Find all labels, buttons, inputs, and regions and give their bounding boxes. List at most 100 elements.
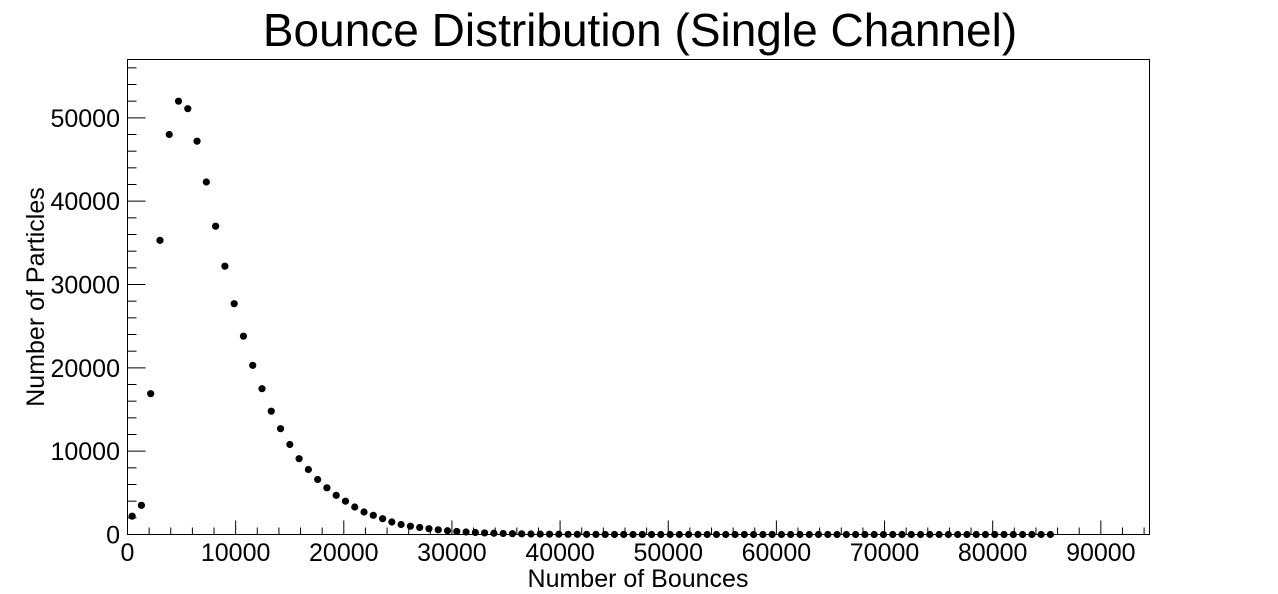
data-point — [221, 262, 229, 270]
data-point — [212, 222, 220, 230]
data-point — [174, 97, 183, 105]
data-point — [1046, 530, 1055, 539]
data-point — [824, 530, 832, 539]
data-point — [184, 105, 192, 113]
data-point — [462, 528, 470, 536]
data-point — [481, 529, 489, 537]
data-point — [1028, 530, 1036, 539]
axis-ticks — [127, 67, 1145, 535]
data-point — [258, 385, 266, 393]
data-point — [1009, 530, 1017, 539]
x-tick-label: 10000 — [201, 539, 271, 567]
data-point — [657, 530, 665, 539]
data-point — [416, 523, 424, 532]
data-point — [889, 530, 897, 539]
plot-frame — [127, 59, 1150, 535]
data-point — [647, 530, 656, 539]
data-point — [787, 530, 795, 539]
data-point — [601, 530, 609, 539]
data-point — [304, 465, 312, 474]
data-point — [147, 390, 155, 398]
data-point — [360, 508, 368, 516]
x-tick-label: 40000 — [525, 539, 595, 567]
data-point — [1018, 530, 1027, 539]
data-point — [137, 501, 146, 509]
data-point — [852, 530, 860, 539]
data-point — [759, 530, 767, 539]
data-point — [202, 178, 210, 186]
data-point — [518, 530, 526, 538]
data-point — [805, 530, 813, 539]
axis-tick-labels: 0 10000 20000 30000 40000 50000 60000 70000 8000… — [50, 105, 1135, 567]
data-point — [629, 530, 637, 539]
y-tick-label: 30000 — [50, 272, 120, 300]
data-point — [434, 526, 442, 534]
data-point — [926, 530, 934, 539]
data-point — [527, 530, 535, 538]
data-point — [332, 491, 340, 499]
data-point — [545, 530, 554, 538]
data-point — [555, 530, 563, 538]
x-tick-label: 0 — [121, 539, 135, 567]
data-point — [777, 530, 786, 539]
data-point — [536, 530, 544, 538]
x-tick-label: 30000 — [417, 539, 487, 567]
data-point — [378, 515, 387, 523]
data-point — [972, 530, 980, 539]
data-point — [249, 361, 257, 369]
x-axis-title: Number of Bounces — [528, 565, 749, 593]
y-tick-label: 10000 — [50, 438, 120, 466]
data-point — [620, 530, 628, 539]
data-point — [694, 530, 702, 539]
data-point — [963, 530, 971, 539]
data-point — [1037, 530, 1045, 539]
data-point — [276, 425, 285, 433]
y-tick-label: 0 — [106, 522, 120, 550]
data-point — [341, 497, 350, 505]
data-point — [583, 530, 591, 538]
data-point — [397, 520, 405, 529]
data-point — [898, 530, 906, 539]
y-tick-label: 40000 — [50, 188, 120, 216]
data-point — [666, 530, 674, 539]
x-tick-label: 20000 — [309, 539, 379, 567]
data-point — [499, 529, 507, 538]
data-point — [564, 530, 572, 538]
data-point — [406, 522, 415, 530]
data-point — [453, 527, 461, 536]
data-point — [128, 512, 136, 520]
data-point — [388, 518, 396, 526]
data-point — [323, 484, 331, 492]
data-point — [814, 530, 823, 539]
data-point — [796, 530, 804, 539]
data-point — [935, 530, 943, 539]
data-point — [267, 407, 275, 415]
data-point — [675, 530, 683, 539]
data-point — [685, 530, 693, 539]
data-point — [286, 440, 294, 449]
data-point — [193, 137, 201, 145]
data-point — [954, 530, 962, 539]
data-point — [425, 525, 433, 533]
data-point — [842, 530, 850, 539]
data-point — [916, 530, 925, 539]
x-tick-label: 50000 — [633, 539, 703, 567]
data-point — [314, 475, 322, 484]
data-point — [369, 511, 377, 519]
data-point — [638, 530, 646, 539]
data-point — [731, 530, 739, 539]
chart-title: Bounce Distribution (Single Channel) — [263, 4, 1017, 56]
data-point — [712, 530, 721, 539]
data-point — [573, 530, 581, 538]
x-tick-label: 90000 — [1066, 539, 1136, 567]
data-point — [944, 530, 952, 539]
x-tick-label: 60000 — [742, 539, 812, 567]
data-point — [870, 530, 878, 539]
data-point — [592, 530, 600, 539]
y-axis-title: Number of Particles — [22, 187, 50, 407]
data-point — [861, 530, 869, 539]
data-point — [722, 530, 730, 539]
data-point — [165, 130, 173, 139]
data-point — [295, 455, 303, 463]
